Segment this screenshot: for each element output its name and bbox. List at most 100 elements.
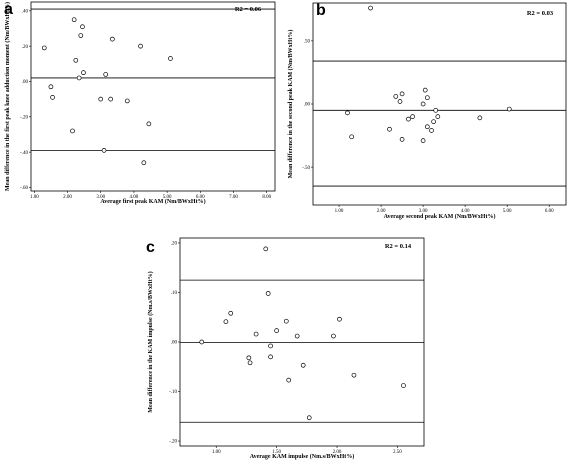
data-point-b-4 — [393, 94, 399, 99]
y-tick-label-a-1: .20 — [22, 45, 29, 50]
data-point-c-3 — [246, 355, 252, 361]
chart-panel-b: 1.00 2.00 3.00 4.00 5.00 6.00 .50 .00 -.50 Averag… — [284, 0, 567, 232]
data-point-c-0 — [199, 339, 205, 345]
x-tick-label-a-1: 2.00 — [63, 195, 72, 200]
data-point-a-1 — [48, 84, 54, 90]
x-tick-label-c-2: 2.00 — [333, 450, 342, 455]
data-point-a-11 — [101, 148, 107, 153]
data-point-a-17 — [141, 160, 147, 166]
data-point-b-10 — [420, 138, 426, 143]
x-tick-label-a-7: 8.00 — [262, 195, 271, 200]
data-point-b-16 — [431, 119, 436, 125]
x-tick-label-a-4: 5.00 — [163, 195, 172, 200]
data-point-b-5 — [397, 99, 403, 104]
data-point-c-7 — [265, 291, 271, 296]
data-point-b-12 — [422, 87, 428, 93]
x-tick-label-b-3: 4.00 — [461, 209, 470, 214]
y-axis-label-a: Mean difference in the first peak knee a… — [4, 2, 11, 191]
plot-area-a — [30, 1, 276, 192]
data-point-a-4 — [71, 17, 77, 23]
x-tick-label-c-0: 1.00 — [212, 450, 221, 455]
y-axis-label-b: Mean difference in the second peak KAM (… — [287, 30, 294, 179]
data-point-a-12 — [103, 72, 109, 77]
y-tick-label-b-2: -.50 — [302, 166, 310, 171]
y-tick-label-a-2: .00 — [22, 80, 29, 85]
x-tick-label-b-0: 1.00 — [335, 209, 344, 214]
x-tick-label-c-1: 1.50 — [272, 450, 281, 455]
data-point-c-6 — [263, 246, 269, 252]
data-point-c-9 — [268, 354, 273, 360]
data-point-b-19 — [477, 115, 483, 121]
data-point-a-18 — [146, 121, 152, 127]
data-point-c-2 — [228, 310, 234, 316]
data-point-b-7 — [399, 137, 405, 142]
x-tick-label-c-3: 2.50 — [393, 450, 402, 455]
y-tick-label-c-1: .10 — [171, 291, 178, 296]
data-point-a-13 — [108, 96, 114, 102]
data-point-a-15 — [124, 98, 130, 104]
panel-label-c: c — [146, 239, 155, 256]
x-tick-label-b-5: 6.00 — [545, 209, 554, 214]
data-point-c-17 — [337, 316, 342, 322]
chart-panel-c: 1.00 1.50 2.00 2.50 .20 .10 .00 -.10 -.20 Average… — [142, 236, 425, 465]
panel-label-a: a — [4, 1, 13, 18]
y-tick-label-c-3: -.10 — [169, 390, 177, 395]
data-point-a-3 — [70, 128, 75, 134]
x-tick-label-a-5: 6.00 — [196, 195, 205, 200]
data-point-b-20 — [506, 106, 512, 112]
y-tick-label-c-2: .00 — [171, 341, 178, 346]
data-point-c-16 — [331, 333, 336, 339]
x-tick-label-b-2: 3.00 — [419, 209, 428, 214]
chart-panel-a: 1.00 2.00 3.00 4.00 5.00 6.00 7.00 8.00 .40 .20 .0… — [0, 0, 278, 220]
data-point-c-12 — [286, 377, 292, 383]
y-tick-label-b-0: .50 — [304, 40, 311, 45]
data-point-c-5 — [253, 331, 259, 337]
plot-area-c — [179, 237, 425, 447]
data-point-b-17 — [433, 107, 439, 113]
data-point-b-18 — [435, 114, 441, 119]
data-point-b-3 — [387, 126, 392, 132]
y-tick-label-c-0: .20 — [171, 242, 178, 247]
y-tick-label-a-5: -.60 — [20, 186, 28, 191]
scatter-chart-b: 1.00 2.00 3.00 4.00 5.00 6.00 .50 .00 -.50 Averag… — [287, 2, 567, 220]
data-point-a-16 — [138, 43, 143, 49]
x-tick-label-b-4: 5.00 — [503, 209, 512, 214]
data-point-c-15 — [306, 415, 312, 421]
data-point-a-8 — [80, 24, 85, 30]
scatter-chart-a: 1.00 2.00 3.00 4.00 5.00 6.00 7.00 8.00 .40 .20 .0… — [4, 1, 276, 205]
data-point-b-8 — [406, 116, 411, 122]
plot-area-b — [312, 2, 567, 206]
data-point-c-14 — [300, 362, 306, 368]
data-point-b-0 — [368, 5, 373, 11]
data-point-c-4 — [247, 360, 253, 366]
scatter-chart-c: 1.00 1.50 2.00 2.50 .20 .10 .00 -.10 -.20 Average… — [147, 237, 425, 460]
data-point-b-1 — [345, 110, 350, 116]
data-point-c-11 — [283, 318, 289, 324]
x-tick-label-a-3: 4.00 — [130, 195, 139, 200]
data-point-c-1 — [223, 319, 229, 325]
data-point-a-19 — [168, 56, 173, 61]
y-tick-label-a-4: -.40 — [20, 151, 28, 156]
data-point-a-10 — [98, 96, 104, 102]
x-axis-label-c: Average KAM impulse (Nm.s/BWxHt%) — [250, 453, 355, 460]
data-point-a-6 — [76, 75, 82, 81]
data-point-b-13 — [424, 95, 430, 101]
r-squared-label-b: R2 = 0.03 — [527, 10, 554, 17]
data-point-a-7 — [78, 33, 84, 38]
data-point-c-13 — [294, 333, 300, 339]
data-point-b-14 — [424, 124, 430, 130]
data-point-b-15 — [429, 128, 434, 133]
data-point-c-10 — [274, 328, 279, 333]
y-axis-label-c: Mean difference in the KAM impulse (Nm.s… — [147, 271, 154, 412]
data-point-c-8 — [268, 343, 273, 349]
x-tick-label-a-6: 7.00 — [229, 195, 238, 200]
data-point-b-2 — [349, 134, 355, 140]
data-point-b-9 — [410, 114, 415, 119]
y-tick-label-a-3: -.20 — [20, 116, 28, 121]
y-tick-label-c-4: -.20 — [169, 440, 177, 445]
y-tick-label-a-0: .40 — [22, 10, 29, 15]
x-axis-label-a: Average first peak KAM (Nm/BWxHt%) — [100, 198, 205, 205]
x-axis-label-b: Average second peak KAM (Nm/BWxHt%) — [384, 213, 496, 220]
data-point-b-6 — [399, 91, 405, 97]
data-point-a-5 — [73, 57, 79, 63]
